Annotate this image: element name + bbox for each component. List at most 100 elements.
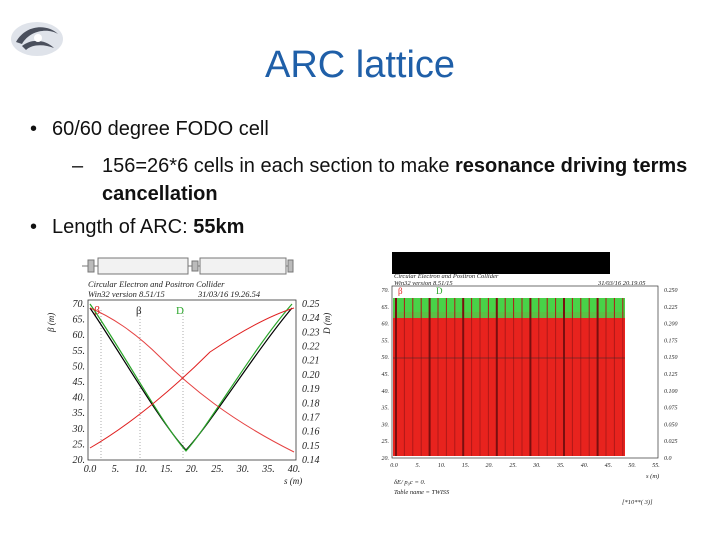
- bullet-marker: •: [30, 216, 38, 238]
- plot-header-date: 31/03/16 19.26.54: [197, 289, 261, 299]
- x-ticks: 0.0 5. 10. 15. 20. 25. 30. 35. 40.: [84, 464, 301, 475]
- y-left-tick-label: 70.: [73, 299, 86, 310]
- bullet-item-1: • 60/60 degree FODO cell: [30, 118, 269, 141]
- dispersion-curve: [89, 303, 293, 452]
- y-right-tick-label: 0.20: [302, 370, 320, 381]
- y-right-tick-label: 0.16: [302, 427, 320, 438]
- y-left-axis-label: β (m): [46, 313, 56, 333]
- x-tick-label: 20.: [486, 463, 494, 469]
- x-tick-label: 30.: [236, 464, 250, 475]
- y-left-tick-label: 40.: [73, 393, 86, 404]
- y-left-tick-label: 25.: [73, 439, 86, 450]
- y-left-tick-label: 40.: [382, 388, 390, 395]
- y-right-tick-label: 0.0: [664, 456, 672, 462]
- x-tick-label: 40.: [288, 464, 301, 475]
- institution-logo: [8, 18, 66, 60]
- right-twiss-plot: Circular Electron and Positron Collider …: [381, 252, 678, 506]
- y-right-tick-label: 0.025: [664, 439, 678, 445]
- plot-header-line1: Circular Electron and Positron Collider: [88, 279, 225, 289]
- y-right-tick-label: 0.200: [664, 322, 678, 328]
- beamline-schematic: [82, 257, 294, 275]
- y-left-tick-label: 35.: [381, 406, 390, 412]
- y-right-tick-label: 0.22: [302, 342, 320, 353]
- bullet-text: 60/60 degree FODO cell: [52, 118, 269, 140]
- y-right-tick-label: 0.24: [302, 313, 320, 324]
- footer-scale: [*10**( 3)]: [622, 499, 653, 506]
- plot-frame: [87, 299, 297, 461]
- x-ticks: 0.0 5. 10. 15. 20. 25. 30. 35. 40. 45. 50. 55.: [390, 462, 660, 469]
- legend-beta-y: β: [94, 303, 100, 317]
- y-right-tick-label: 0.18: [302, 398, 320, 409]
- bullet-bold: 55km: [193, 216, 245, 238]
- x-tick-label: 30.: [532, 463, 541, 469]
- y-right-tick-label: 0.150: [664, 355, 678, 361]
- y-left-tick-label: 60.: [382, 322, 390, 328]
- y-left-tick-label: 55.: [382, 338, 390, 344]
- x-tick-label: 25.: [211, 464, 224, 475]
- y-right-tick-label: 0.17: [302, 412, 321, 423]
- y-right-tick-label: 0.15: [302, 441, 320, 452]
- x-tick-label: 35.: [261, 464, 275, 475]
- legend-beta-x: β: [136, 305, 142, 317]
- y-left-tick-label: 50.: [73, 361, 86, 372]
- y-right-axis-label: D (m): [322, 313, 332, 335]
- y-right-tick-label: 0.14: [302, 455, 320, 466]
- y-right-ticks: 0.250 0.225 0.200 0.175 0.150 0.125 0.100 0.075…: [664, 288, 678, 462]
- y-right-tick-label: 0.19: [302, 384, 320, 395]
- y-left-tick-label: 30.: [72, 424, 86, 435]
- y-left-tick-label: 20.: [73, 455, 86, 466]
- bullet-text: Length of ARC:: [52, 216, 194, 238]
- y-left-tick-label: 45.: [382, 371, 390, 378]
- footer-table: Table name = TWISS: [394, 489, 450, 496]
- x-axis-label: s (m): [646, 473, 659, 480]
- y-left-ticks: 70. 65. 60. 55. 50. 45. 40. 35. 30. 25. 20.: [381, 288, 390, 462]
- plot-header-line2: Win32 version 8.51/15: [88, 289, 165, 299]
- x-tick-label: 10.: [135, 464, 148, 475]
- plot-frame: [391, 285, 659, 459]
- legend-dispersion: D: [436, 286, 443, 296]
- beta-fill: [393, 312, 625, 456]
- x-tick-label: 5.: [416, 463, 421, 469]
- y-left-tick-label: 65.: [73, 315, 86, 326]
- y-left-tick-label: 25.: [382, 439, 390, 445]
- x-tick-label: 20.: [186, 464, 199, 475]
- dispersion-top-band: [393, 298, 625, 318]
- legend-dispersion: D: [176, 305, 184, 317]
- x-tick-label: 40.: [581, 462, 589, 469]
- x-tick-label: 50.: [628, 463, 636, 469]
- left-twiss-plot: Circular Electron and Positron Collider …: [46, 257, 332, 486]
- x-tick-label: 15.: [462, 463, 470, 469]
- x-tick-label: 0.0: [390, 463, 398, 469]
- y-right-tick-label: 0.23: [302, 327, 320, 338]
- y-left-tick-label: 30.: [381, 422, 390, 428]
- legend-beta: β: [398, 286, 403, 296]
- y-right-tick-label: 0.250: [664, 288, 678, 294]
- plot-header-line1: Circular Electron and Positron Collider: [394, 273, 499, 280]
- x-tick-label: 35.: [556, 463, 565, 469]
- plot-header-line2: Win32 version 8.51/15: [394, 280, 453, 287]
- x-tick-label: 25.: [509, 463, 517, 469]
- beta-y-curve: [89, 307, 295, 449]
- y-right-tick-label: 0.225: [664, 305, 678, 311]
- beamline-bar: [392, 252, 610, 274]
- x-tick-label: 15.: [160, 464, 173, 475]
- y-left-tick-label: 65.: [382, 305, 390, 311]
- y-left-tick-label: 60.: [73, 330, 86, 341]
- y-left-ticks: 70. 65. 60. 55. 50. 45. 40. 35. 30. 25. 20.: [72, 299, 86, 466]
- x-tick-label: 5.: [112, 464, 120, 475]
- y-left-tick-label: 45.: [73, 377, 86, 388]
- x-tick-label: 0.0: [84, 464, 97, 475]
- y-right-ticks: 0.25 0.24 0.23 0.22 0.21 0.20 0.19 0.18 0.17 0.16…: [302, 299, 321, 466]
- y-right-tick-label: 0.075: [664, 406, 678, 412]
- bullet-item-2: • Length of ARC: 55km: [30, 216, 244, 239]
- y-right-tick-label: 0.21: [302, 356, 320, 367]
- y-left-tick-label: 35.: [72, 408, 86, 419]
- sub-bullet-bold: resonance driving terms cancellation: [102, 155, 688, 205]
- dash-marker: –: [72, 155, 84, 177]
- y-left-tick-label: 70.: [382, 288, 390, 294]
- x-tick-label: 10.: [438, 463, 446, 469]
- y-right-tick-label: 0.125: [664, 372, 678, 378]
- footer-delta: δE/ p₀c = 0.: [394, 479, 426, 486]
- element-lines: [393, 298, 625, 456]
- y-right-tick-label: 0.100: [664, 389, 678, 395]
